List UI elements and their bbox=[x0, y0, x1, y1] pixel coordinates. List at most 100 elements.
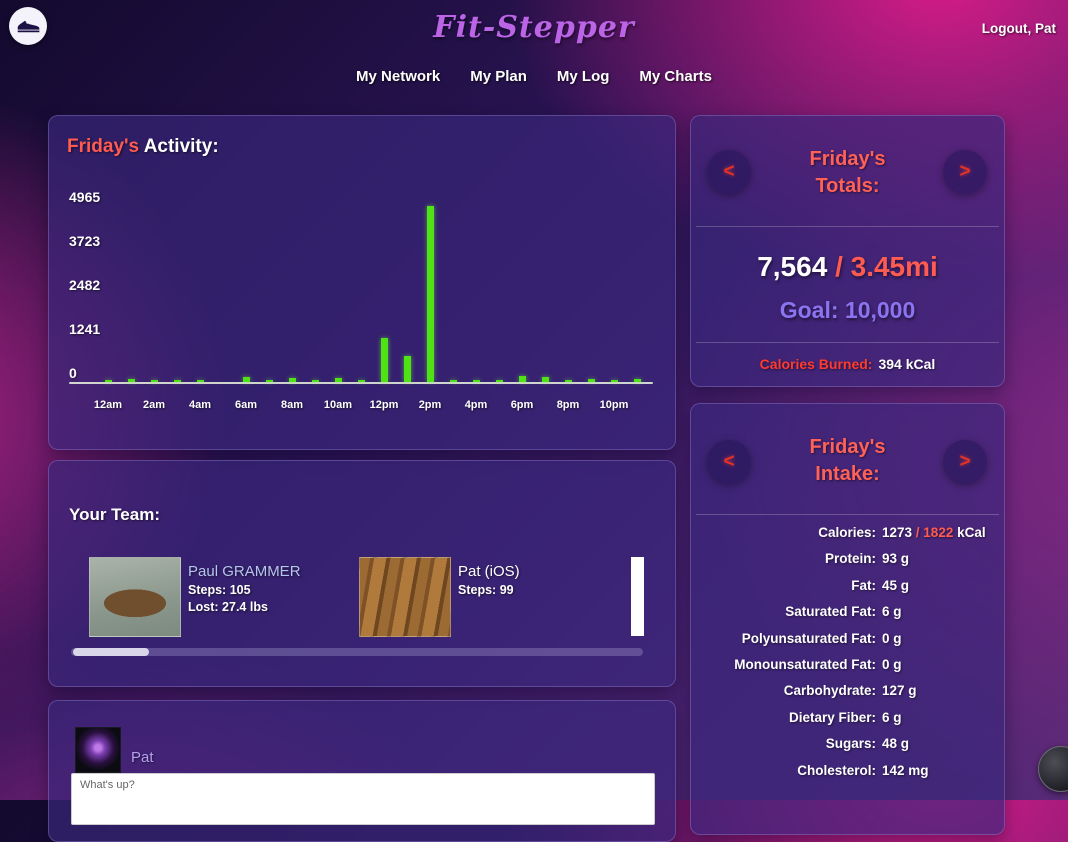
activity-bar-7am bbox=[266, 380, 273, 382]
team-member-name: Pat (iOS) bbox=[458, 563, 520, 580]
activity-bar-11pm bbox=[634, 379, 641, 382]
activity-bar-12pm bbox=[381, 338, 388, 382]
intake-next-button[interactable]: > bbox=[943, 440, 987, 484]
y-axis-label: 2482 bbox=[69, 277, 101, 294]
activity-bar-8am bbox=[289, 378, 296, 382]
post-panel: Pat bbox=[48, 700, 676, 842]
bar-slot bbox=[557, 206, 580, 382]
team-member-card[interactable]: Paul GRAMMER Steps: 105 Lost: 27.4 lbs bbox=[89, 557, 359, 637]
activity-bar-2am bbox=[151, 380, 158, 382]
post-input[interactable] bbox=[71, 773, 655, 825]
nav-my-log[interactable]: My Log bbox=[556, 68, 610, 85]
bar-slot bbox=[327, 206, 350, 382]
team-scrollbar-track bbox=[71, 648, 643, 656]
intake-row-label: Dietary Fiber: bbox=[788, 709, 876, 725]
bar-slot bbox=[143, 206, 166, 382]
bar-slot bbox=[189, 206, 212, 382]
bar-slot bbox=[258, 206, 281, 382]
team-member-photo bbox=[89, 557, 181, 637]
intake-row: Protein: 93 g bbox=[691, 551, 1004, 577]
app-title: Fit-Stepper bbox=[433, 10, 635, 45]
calories-burned-value: 394 kCal bbox=[878, 356, 936, 372]
app-logo[interactable] bbox=[9, 7, 47, 45]
totals-next-button[interactable]: > bbox=[943, 150, 987, 194]
team-list: Paul GRAMMER Steps: 105 Lost: 27.4 lbs P… bbox=[89, 557, 629, 637]
intake-row-value: 6 g bbox=[882, 604, 902, 620]
activity-bar-9pm bbox=[588, 378, 595, 382]
bar-slot bbox=[235, 206, 258, 382]
totals-prev-button[interactable]: < bbox=[707, 150, 751, 194]
x-axis-label: 4am bbox=[188, 399, 212, 411]
intake-row-value: 142 mg bbox=[882, 762, 929, 778]
intake-panel: < > Friday's Intake: Calories: 1273 / 182… bbox=[690, 403, 1005, 835]
distance-value: / 3.45mi bbox=[835, 251, 938, 282]
totals-steps: 7,564 / 3.45mi bbox=[691, 251, 1004, 283]
shoe-icon bbox=[15, 11, 41, 42]
y-axis-label: 4965 bbox=[69, 189, 101, 205]
x-axis-label: 6am bbox=[234, 399, 258, 411]
intake-row: Sugars: 48 g bbox=[691, 736, 1004, 762]
team-member-lost: Lost: 27.4 lbs bbox=[188, 600, 268, 614]
intake-prev-button[interactable]: < bbox=[707, 440, 751, 484]
team-panel: Your Team: Paul GRAMMER Steps: 105 Lost:… bbox=[48, 460, 676, 687]
divider bbox=[696, 514, 999, 515]
activity-bar-9am bbox=[312, 380, 319, 382]
intake-row-label: Protein: bbox=[824, 551, 876, 567]
team-member-photo bbox=[359, 557, 451, 637]
bar-slot bbox=[465, 206, 488, 382]
avatar bbox=[75, 727, 121, 773]
x-axis-label: 8pm bbox=[556, 399, 580, 411]
x-axis-label: 2pm bbox=[418, 399, 442, 411]
intake-row: Monounsaturated Fat: 0 g bbox=[691, 657, 1004, 683]
team-member-steps: Steps: 99 bbox=[458, 583, 514, 597]
nav-my-network[interactable]: My Network bbox=[356, 68, 441, 85]
team-title: Your Team: bbox=[69, 505, 160, 524]
intake-row-value: 45 g bbox=[882, 577, 910, 593]
intake-row-value: 6 g bbox=[882, 709, 902, 725]
intake-row-value: 127 g bbox=[882, 683, 917, 699]
y-axis-label: 1241 bbox=[69, 321, 101, 337]
intake-row: Dietary Fiber: 6 g bbox=[691, 710, 1004, 736]
intake-row: Fat: 45 g bbox=[691, 578, 1004, 604]
logout-link[interactable]: Logout, Pat bbox=[981, 21, 1056, 36]
corner-widget-button[interactable] bbox=[1038, 746, 1068, 792]
nav-my-plan[interactable]: My Plan bbox=[470, 68, 527, 85]
intake-row-value: 1273 / 1822 kCal bbox=[882, 525, 986, 540]
x-axis-label: 8am bbox=[280, 399, 304, 411]
x-axis-label: 4pm bbox=[464, 399, 488, 411]
activity-bar-10pm bbox=[611, 380, 618, 382]
team-member-name: Paul GRAMMER bbox=[188, 563, 301, 580]
intake-row: Calories: 1273 / 1822 kCal bbox=[691, 525, 1004, 551]
goal-text: Goal: 10,000 bbox=[779, 297, 916, 323]
x-axis-label: 12pm bbox=[369, 399, 399, 411]
intake-row-value: 0 g bbox=[882, 656, 902, 672]
activity-title-rest: Activity: bbox=[143, 136, 219, 157]
divider bbox=[696, 226, 999, 227]
chevron-left-icon: < bbox=[723, 161, 735, 182]
x-axis-label: 10am bbox=[323, 399, 353, 411]
team-scrollbar-thumb[interactable] bbox=[73, 648, 149, 656]
team-member-card[interactable]: Pat (iOS) Steps: 99 bbox=[359, 557, 629, 637]
chevron-right-icon: > bbox=[959, 451, 971, 472]
intake-row-value: 93 g bbox=[882, 551, 910, 567]
intake-title: Friday's Intake: bbox=[809, 436, 886, 485]
nav-my-charts[interactable]: My Charts bbox=[639, 68, 712, 85]
activity-panel: Friday's Activity: 12am 2am 4am 6am 8am 10am 1… bbox=[48, 115, 676, 450]
intake-row: Saturated Fat: 6 g bbox=[691, 604, 1004, 630]
activity-bar-1pm bbox=[404, 356, 411, 382]
chevron-right-icon: > bbox=[959, 161, 971, 182]
intake-row-label: Cholesterol: bbox=[797, 762, 876, 778]
bar-slot bbox=[120, 206, 143, 382]
activity-bar-2pm bbox=[427, 206, 434, 382]
intake-row-value: 48 g bbox=[882, 736, 910, 752]
bar-slot bbox=[304, 206, 327, 382]
intake-row: Carbohydrate: 127 g bbox=[691, 683, 1004, 709]
x-axis-label: 6pm bbox=[510, 399, 534, 411]
chart-baseline bbox=[69, 382, 653, 384]
activity-bar-4am bbox=[197, 380, 204, 382]
x-axis-label: 10pm bbox=[599, 399, 629, 411]
activity-bar-8pm bbox=[565, 380, 572, 382]
intake-row-label: Polyunsaturated Fat: bbox=[741, 630, 876, 646]
bar-slot bbox=[626, 206, 649, 382]
activity-bar-5pm bbox=[496, 380, 503, 382]
